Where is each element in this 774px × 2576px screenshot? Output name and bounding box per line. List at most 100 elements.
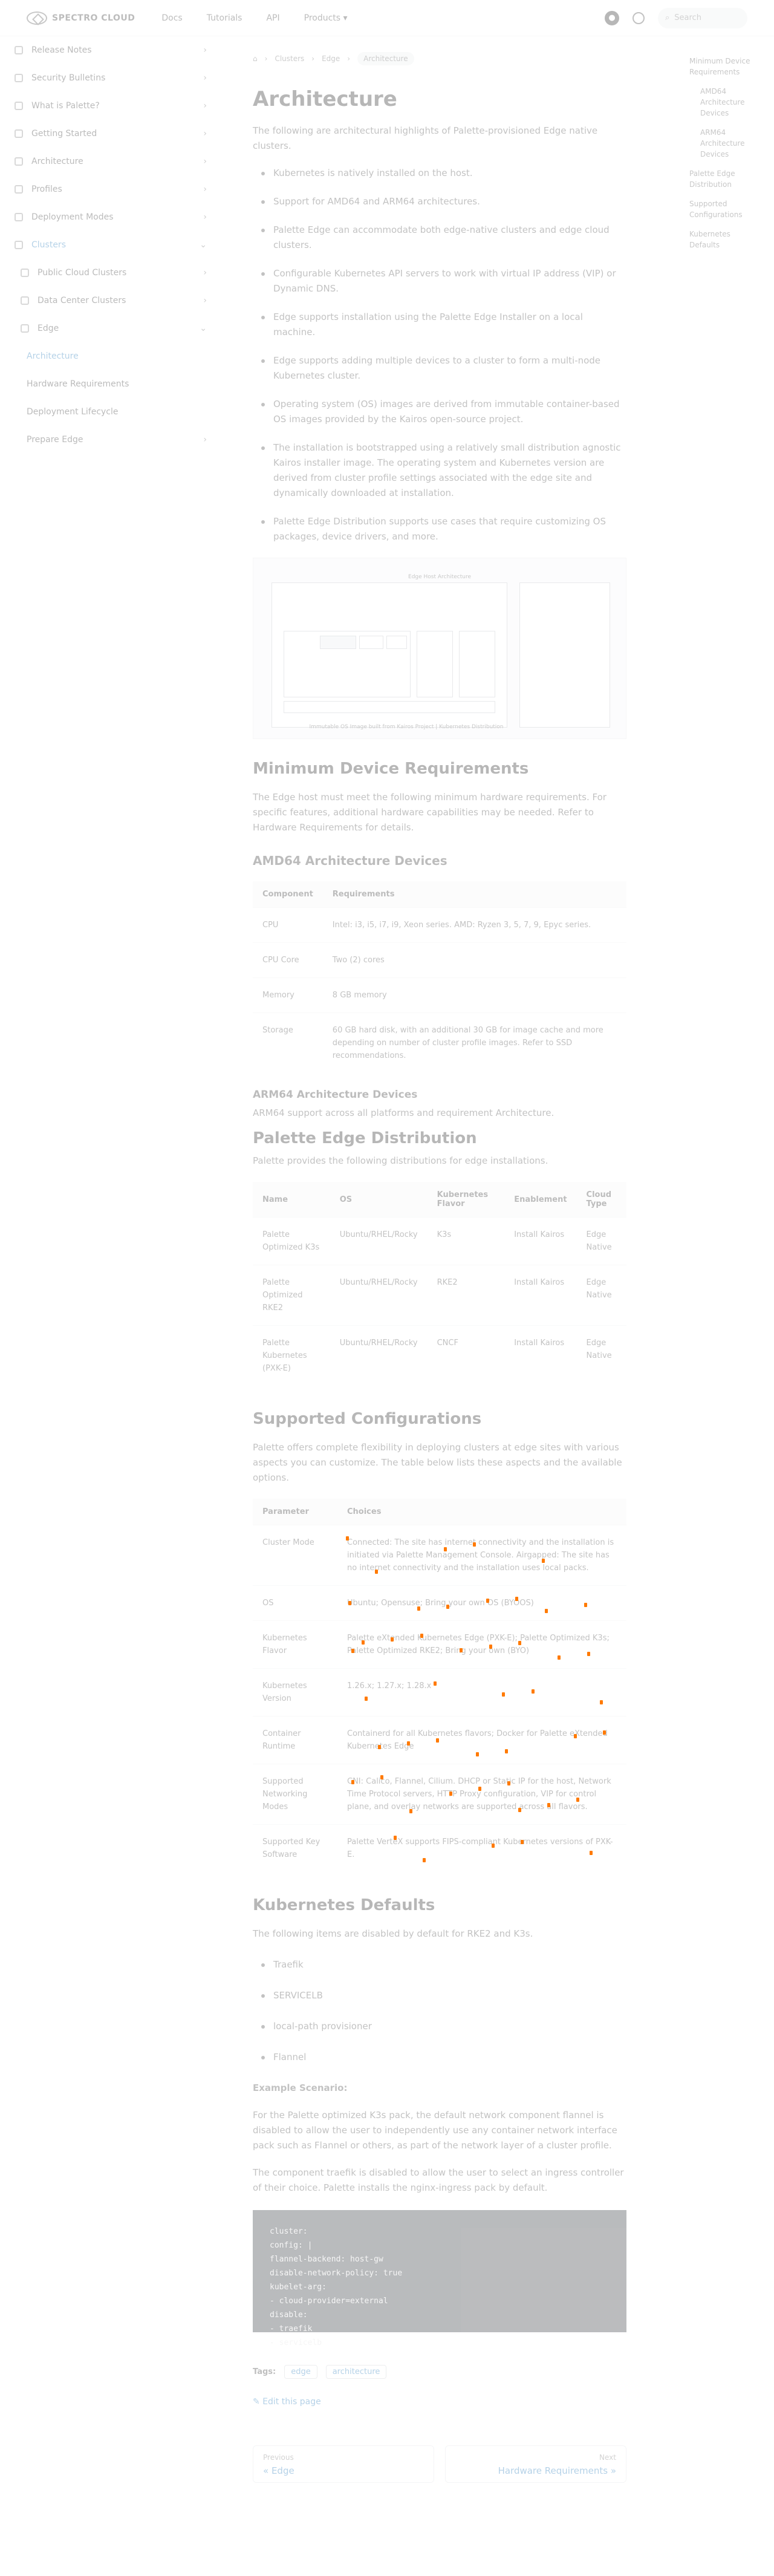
nav-link-tutorials[interactable]: Tutorials — [206, 13, 242, 23]
highlight-mark — [393, 1836, 397, 1841]
chevron-right-icon: › — [203, 45, 207, 55]
configurations-text: Palette offers complete flexibility in d… — [253, 1442, 622, 1483]
breadcrumb-separator: › — [311, 54, 315, 63]
highlight-mark — [346, 1536, 349, 1541]
toc-link[interactable]: ARM64 Architecture Devices — [700, 128, 745, 158]
edit-page-link[interactable]: ✎ Edit this page — [253, 2397, 321, 2407]
table-cell: Ubuntu/RHEL/Rocky — [330, 1325, 428, 1386]
table-cell: Cluster Mode — [253, 1525, 337, 1586]
highlight-mark — [475, 1752, 479, 1757]
table-cell: Palette eXtended Kubernetes Edge (PXK-E)… — [337, 1620, 626, 1669]
table-row: Kubernetes Flavor Palette eXtended Kubern… — [253, 1620, 626, 1669]
highlights-list: Kubernetes is natively installed on the … — [253, 166, 626, 544]
nav-link-api[interactable]: API — [266, 13, 280, 23]
sidebar-item-hardware-requirements[interactable]: Hardware Requirements — [27, 379, 129, 389]
distribution-table: Name OS Kubernetes Flavor Enablement Clo… — [253, 1182, 626, 1386]
code-line: kubelet-arg: — [270, 2283, 327, 2292]
sidebar-item-edge[interactable]: Edge ⌄ — [0, 315, 218, 342]
highlight-mark — [504, 1749, 508, 1753]
section-heading-amd64: AMD64 Architecture Devices — [253, 853, 447, 868]
chevron-right-icon: › — [203, 184, 207, 194]
toc-link[interactable]: Kubernetes Defaults — [689, 230, 730, 249]
table-header: Requirements — [322, 881, 626, 908]
search-input[interactable]: ⌕ Search — [658, 7, 747, 28]
list-item: Edge supports installation using the Pal… — [253, 310, 626, 340]
diagram-component-box — [459, 631, 495, 697]
sidebar-item-getting-started[interactable]: Getting Started › — [0, 120, 218, 148]
table-row: Supported Key Software Palette VerteX sup… — [253, 1824, 626, 1872]
highlight-mark — [351, 1648, 354, 1653]
sidebar-item-what-is-palette[interactable]: What is Palette? › — [0, 92, 218, 120]
cloud-icon — [21, 269, 29, 277]
highlight-mark — [417, 1606, 421, 1611]
example-label: Example Scenario: — [253, 2082, 348, 2093]
breadcrumb-clusters[interactable]: Clusters — [275, 54, 305, 63]
sidebar-item-edge-architecture[interactable]: Architecture — [27, 351, 79, 361]
sidebar-item-architecture[interactable]: Architecture › — [0, 148, 218, 175]
main-content: ⌂ › Clusters › Edge › Architecture Archi… — [253, 42, 626, 2483]
highlight-mark — [558, 1655, 561, 1660]
clusters-icon — [15, 241, 23, 249]
toc-link[interactable]: Supported Configurations — [689, 200, 743, 219]
breadcrumb-separator: › — [347, 54, 351, 63]
info-icon — [15, 102, 23, 110]
sidebar-item-security-bulletins[interactable]: Security Bulletins › — [0, 64, 218, 92]
list-item: Operating system (OS) images are derived… — [253, 397, 626, 427]
tag-link[interactable]: architecture — [325, 2365, 387, 2379]
highlight-mark — [420, 1633, 423, 1638]
code-line: disable: — [270, 2310, 308, 2320]
highlight-mark — [380, 1775, 383, 1780]
highlight-mark — [521, 1840, 524, 1845]
chevron-right-icon: › — [203, 296, 207, 305]
toc-link[interactable]: AMD64 Architecture Devices — [700, 87, 745, 117]
highlight-mark — [589, 1851, 593, 1855]
layers-icon — [15, 185, 23, 194]
sidebar-item-deployment-modes[interactable]: Deployment Modes › — [0, 203, 218, 231]
sidebar-item-deployment-lifecycle[interactable]: Deployment Lifecycle — [27, 407, 119, 417]
highlight-mark — [473, 1542, 476, 1547]
table-row: Palette Optimized K3s Ubuntu/RHEL/Rocky … — [253, 1217, 626, 1265]
breadcrumb-edge[interactable]: Edge — [322, 54, 340, 63]
section-heading-distribution: Palette Edge Distribution — [253, 1129, 477, 1147]
table-cell: Storage — [253, 1012, 323, 1073]
min-req-text: The Edge host must meet the following mi… — [253, 792, 607, 833]
sidebar-item-release-notes[interactable]: Release Notes › — [0, 36, 218, 64]
nav-link-products[interactable]: Products ▾ — [304, 13, 348, 23]
nav-link-docs[interactable]: Docs — [161, 13, 183, 23]
sidebar-item-prepare-edge[interactable]: Prepare Edge › — [27, 435, 207, 445]
table-cell: Palette Kubernetes (PXK-E) — [253, 1325, 330, 1386]
table-header: Kubernetes Flavor — [427, 1182, 505, 1218]
github-icon[interactable]: ● — [605, 10, 619, 25]
tag-link[interactable]: edge — [284, 2365, 317, 2379]
logo[interactable]: SPECTRO CLOUD — [27, 11, 135, 25]
table-header: Name — [253, 1182, 330, 1218]
table-cell: Install Kairos — [504, 1265, 577, 1326]
home-icon[interactable]: ⌂ — [253, 54, 258, 63]
next-page-link[interactable]: Next Hardware Requirements » — [445, 2445, 626, 2483]
table-cell: 8 GB memory — [322, 977, 626, 1013]
diagram-title: Edge Host Architecture — [408, 574, 471, 580]
section-heading-arm64: ARM64 Architecture Devices — [253, 1089, 418, 1101]
table-row: Palette Kubernetes (PXK-E) Ubuntu/RHEL/R… — [253, 1325, 626, 1386]
list-item: Flannel — [253, 2050, 626, 2065]
table-row: Kubernetes Version 1.26.x; 1.27.x; 1.28.x — [253, 1668, 626, 1717]
sidebar-item-profiles[interactable]: Profiles › — [0, 175, 218, 203]
table-row: Palette Optimized RKE2 Ubuntu/RHEL/Rocky… — [253, 1265, 626, 1326]
breadcrumb-separator: › — [264, 54, 268, 63]
previous-page-link[interactable]: Previous « Edge — [253, 2445, 434, 2483]
table-row: CPU Core Two (2) cores — [253, 942, 626, 978]
highlight-mark — [460, 1648, 463, 1652]
toc-link[interactable]: Palette Edge Distribution — [689, 169, 735, 189]
sidebar-item-public-cloud-clusters[interactable]: Public Cloud Clusters › — [0, 259, 218, 287]
sidebar-item-data-center-clusters[interactable]: Data Center Clusters › — [0, 287, 218, 315]
diagram-outer-box — [272, 582, 507, 728]
section-heading-min-req: Minimum Device Requirements — [253, 760, 529, 778]
chevron-down-icon: ⌄ — [200, 324, 207, 333]
theme-toggle-icon[interactable] — [633, 11, 645, 24]
sidebar-item-clusters[interactable]: Clusters ⌄ — [0, 231, 218, 259]
tags-row: Tags: edge architecture — [253, 2365, 626, 2379]
highlight-mark — [502, 1692, 506, 1697]
toc-link[interactable]: Minimum Device Requirements — [689, 57, 750, 76]
chevron-right-icon: › — [203, 268, 207, 278]
diagram-component-box — [320, 636, 356, 649]
